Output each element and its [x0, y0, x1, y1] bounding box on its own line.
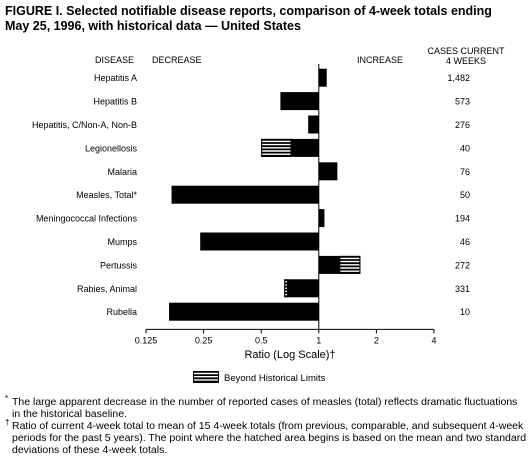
category-label: Legionellosis [85, 143, 138, 153]
cases-value: 50 [460, 190, 470, 200]
x-tick-label: 0.25 [195, 335, 213, 345]
bar [169, 302, 319, 321]
cases-header-line-1: CASES CURRENT [427, 46, 505, 56]
x-tick-label: 0.125 [135, 335, 158, 345]
bar [280, 92, 319, 111]
figure-title: FIGURE I. Selected notifiable disease re… [5, 4, 527, 34]
x-axis-label: Ratio (Log Scale)† [244, 349, 335, 361]
legend: Beyond Historical Limits [193, 371, 326, 384]
footnote-measles: * The large apparent decrease in the num… [5, 394, 527, 420]
cases-value: 10 [460, 307, 470, 317]
cases-header-line-2: 4 WEEKS [446, 56, 486, 66]
category-label: Mumps [107, 237, 137, 247]
footnote-mark: † [5, 418, 10, 427]
category-label: Hepatitis, C/Non-A, Non-B [32, 120, 137, 130]
bar [171, 185, 319, 204]
x-tick-label: 1 [316, 335, 321, 345]
bar [200, 232, 319, 251]
cases-value: 46 [460, 237, 470, 247]
figure-title-line-2: May 25, 1996, with historical data — Uni… [5, 19, 301, 33]
cases-value: 194 [455, 214, 470, 224]
x-tick-label: 0.5 [255, 335, 268, 345]
bar [284, 279, 319, 298]
footnote-text: Ratio of current 4-week total to mean of… [12, 420, 527, 456]
decrease-header: DECREASE [152, 55, 202, 65]
category-label: Pertussis [100, 260, 138, 270]
cases-value: 573 [455, 97, 470, 107]
increase-header: INCREASE [357, 55, 403, 65]
bar-chart: DISEASE DECREASE INCREASE CASES CURRENT … [32, 46, 505, 384]
bar [318, 162, 338, 181]
figure-title-line-1: FIGURE I. Selected notifiable disease re… [5, 4, 492, 18]
cases-value: 272 [455, 260, 470, 270]
category-label: Rabies, Animal [77, 284, 137, 294]
footnote-text: The large apparent decrease in the numbe… [12, 396, 518, 420]
category-label: Meningococcal Infections [36, 214, 138, 224]
cases-value: 1,482 [447, 73, 470, 83]
bar [318, 209, 325, 228]
cases-value: 76 [460, 167, 470, 177]
category-label: Malaria [107, 167, 137, 177]
category-label: Hepatitis B [93, 97, 137, 107]
footnote-ratio: † Ratio of current 4-week total to mean … [5, 418, 527, 456]
bar [318, 68, 327, 87]
disease-column-header: DISEASE [95, 55, 134, 65]
cases-value: 331 [455, 284, 470, 294]
plot-area: Hepatitis A 1,482 Hepatitis B 573 Hepatitis,… [32, 64, 470, 345]
category-label: Rubella [106, 307, 137, 317]
legend-hatch-swatch [193, 371, 219, 383]
cases-value: 276 [455, 120, 470, 130]
footnote-mark: * [5, 394, 9, 403]
category-label: Hepatitis A [94, 73, 137, 83]
legend-label: Beyond Historical Limits [224, 373, 326, 384]
category-label: Measles, Total* [76, 190, 137, 200]
cases-value: 40 [460, 143, 470, 153]
x-tick-label: 4 [431, 335, 436, 345]
bar [308, 115, 319, 134]
x-tick-label: 2 [374, 335, 379, 345]
